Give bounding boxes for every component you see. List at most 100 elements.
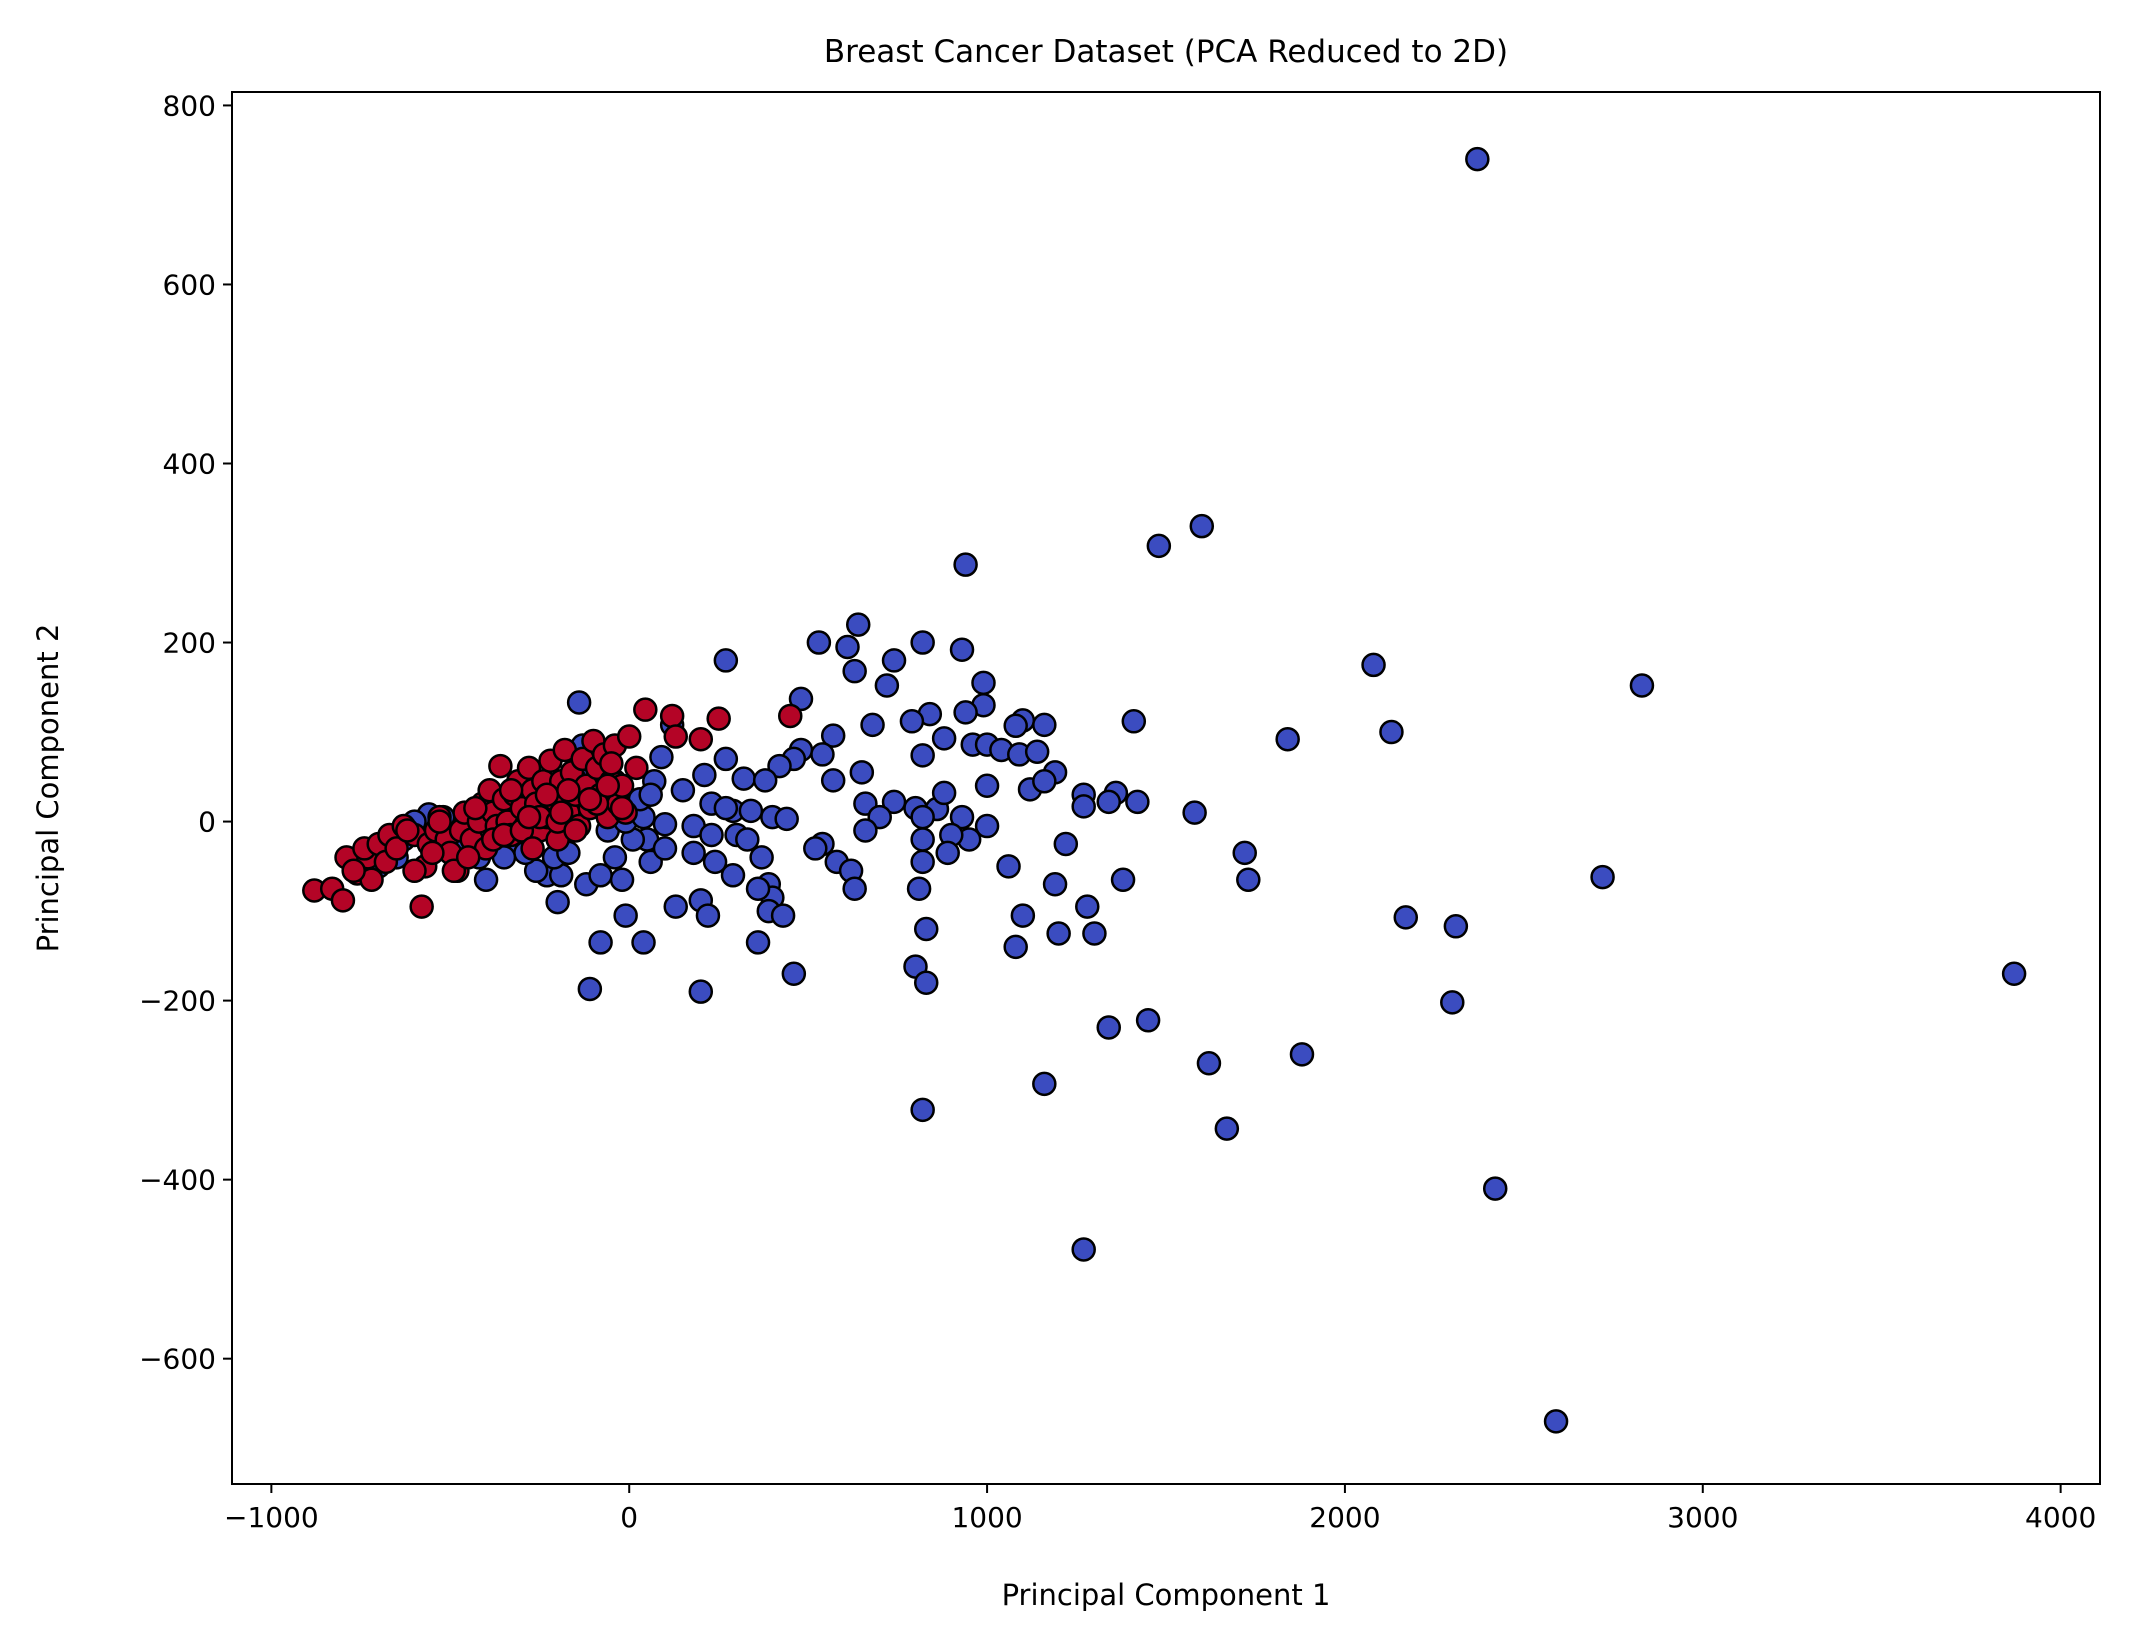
y-tick-label: −200: [139, 985, 216, 1018]
x-tick-label: 0: [620, 1501, 638, 1534]
y-tick-label: 400: [163, 447, 216, 480]
data-point: [781, 961, 807, 986]
data-point: [1046, 921, 1071, 946]
data-point: [931, 726, 957, 751]
data-point: [624, 755, 649, 781]
data-point: [910, 849, 935, 875]
data-point: [556, 777, 581, 803]
data-point: [1146, 533, 1172, 559]
chart-title: Breast Cancer Dataset (PCA Reduced to 2D…: [824, 34, 1508, 70]
data-point: [738, 798, 764, 824]
data-point: [1032, 712, 1057, 738]
data-point: [473, 867, 499, 893]
data-point: [1096, 789, 1121, 815]
data-point: [1590, 864, 1615, 890]
y-tick-label: −400: [139, 1164, 216, 1197]
data-point: [1543, 1409, 1569, 1434]
data-point: [735, 827, 760, 852]
data-point: [652, 812, 678, 837]
data-point: [1003, 934, 1028, 960]
data-point: [910, 630, 935, 655]
data-point: [420, 840, 445, 866]
data-point: [609, 795, 635, 821]
data-point: [1096, 1015, 1121, 1040]
data-point: [953, 700, 978, 725]
data-point: [849, 760, 875, 785]
data-point: [899, 709, 925, 734]
data-point: [659, 703, 685, 729]
data-point: [1135, 1008, 1161, 1033]
data-point: [1214, 1116, 1240, 1141]
data-point: [713, 648, 739, 673]
data-point: [1071, 794, 1096, 819]
x-tick-label: 4000: [2025, 1501, 2096, 1534]
data-point: [1042, 871, 1068, 897]
data-point: [913, 916, 939, 942]
data-point: [1443, 914, 1469, 939]
x-tick-label: 1000: [951, 1501, 1022, 1534]
data-point: [745, 876, 771, 901]
data-point: [706, 706, 731, 731]
data-point: [803, 836, 828, 861]
data-point: [498, 777, 524, 803]
data-point: [427, 809, 452, 834]
data-point: [749, 845, 774, 870]
data-point: [409, 894, 434, 919]
y-tick-label: 800: [163, 89, 216, 122]
data-point: [638, 782, 663, 807]
data-point: [1440, 990, 1465, 1015]
data-point: [599, 751, 624, 776]
data-point: [1236, 867, 1261, 893]
data-point: [949, 804, 975, 830]
data-point: [713, 746, 739, 772]
data-point: [778, 703, 803, 729]
data-point: [516, 804, 542, 830]
data-point: [842, 658, 867, 684]
y-tick-label: 200: [163, 627, 216, 660]
data-point: [767, 753, 792, 779]
data-point: [853, 818, 878, 843]
data-point: [1629, 673, 1655, 698]
data-point: [935, 840, 960, 866]
data-point: [931, 780, 957, 806]
data-point: [577, 786, 603, 812]
data-point: [1393, 905, 1419, 930]
data-point: [699, 822, 724, 848]
data-point: [1289, 1042, 1315, 1067]
data-point: [631, 930, 656, 955]
data-point: [613, 903, 638, 928]
data-point: [652, 836, 678, 861]
data-point: [996, 854, 1021, 879]
data-point: [874, 673, 900, 698]
y-tick-label: 0: [198, 806, 216, 839]
x-tick-label: 3000: [1667, 1501, 1738, 1534]
x-axis: −1000 0 1000 2000 3000 4000: [224, 1484, 2096, 1534]
y-tick-label: 600: [163, 268, 216, 301]
data-point: [688, 726, 714, 752]
data-point: [609, 867, 635, 893]
data-point: [663, 724, 688, 749]
data-point: [695, 903, 721, 928]
data-point: [563, 818, 588, 843]
data-point: [1003, 713, 1028, 739]
y-axis: −600 −400 −200 0 200 400 600 800: [139, 89, 232, 1376]
data-point: [835, 634, 860, 660]
data-point: [330, 888, 356, 913]
data-point: [670, 777, 696, 803]
data-point: [752, 768, 778, 793]
data-point: [842, 876, 867, 901]
data-point: [1232, 840, 1257, 866]
points-layer: [302, 146, 2027, 1434]
data-point: [974, 773, 1000, 799]
data-point: [788, 686, 814, 712]
data-point: [402, 858, 427, 884]
data-point: [713, 795, 739, 821]
x-tick-label: 2000: [1309, 1501, 1380, 1534]
data-point: [1482, 1176, 1508, 1201]
x-tick-label: −1000: [224, 1501, 319, 1534]
data-point: [1125, 789, 1150, 815]
data-point: [731, 766, 756, 791]
data-point: [1379, 719, 1404, 745]
